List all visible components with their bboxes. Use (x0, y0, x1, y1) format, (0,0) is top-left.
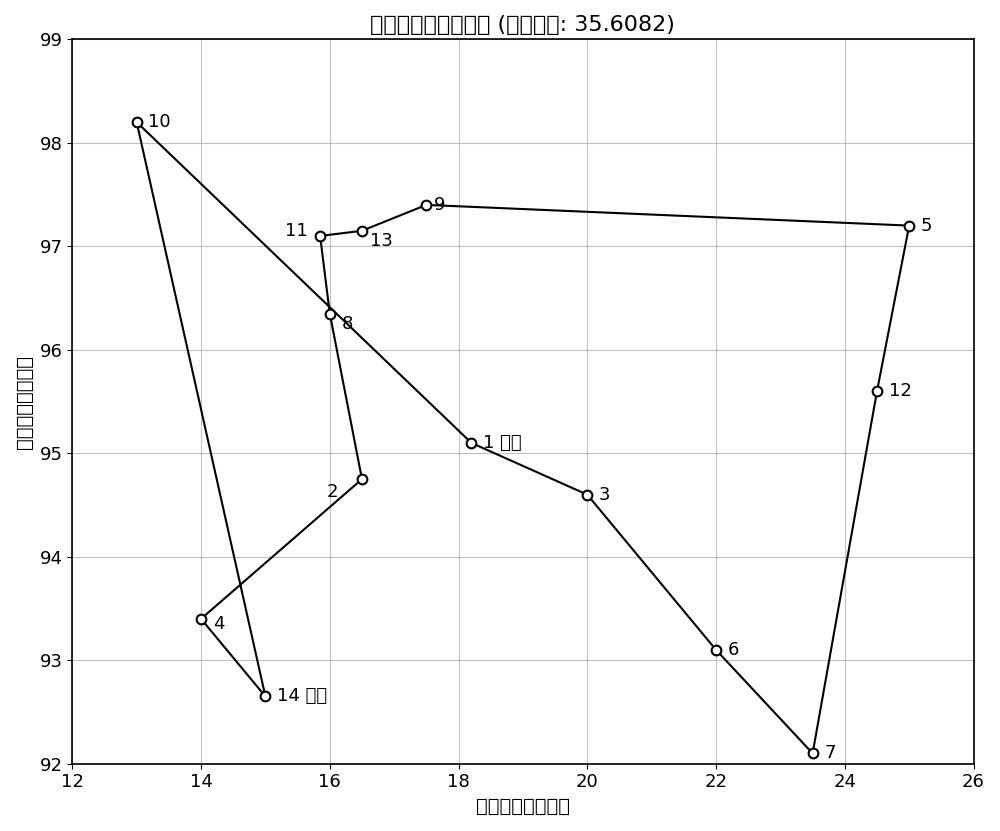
Text: 4: 4 (213, 615, 224, 633)
Text: 2: 2 (327, 483, 338, 500)
Text: 9: 9 (434, 196, 446, 214)
Text: 1 起点: 1 起点 (483, 434, 522, 452)
Text: 13: 13 (370, 232, 393, 250)
Text: 12: 12 (889, 382, 911, 401)
Text: 6: 6 (728, 641, 739, 659)
X-axis label: 城市位置的横坐标: 城市位置的横坐标 (476, 797, 570, 816)
Text: 8: 8 (341, 315, 353, 333)
Text: 11: 11 (285, 222, 307, 240)
Y-axis label: 城市位置的纵坐标: 城市位置的纵坐标 (15, 355, 34, 449)
Text: 10: 10 (148, 113, 171, 131)
Text: 5: 5 (921, 217, 932, 234)
Text: 7: 7 (824, 745, 836, 762)
Text: 3: 3 (599, 485, 610, 504)
Title: 蚁群算法的优化路径 (最短距离: 35.6082): 蚁群算法的优化路径 (最短距离: 35.6082) (370, 15, 675, 35)
Text: 14 终点: 14 终点 (277, 687, 327, 706)
